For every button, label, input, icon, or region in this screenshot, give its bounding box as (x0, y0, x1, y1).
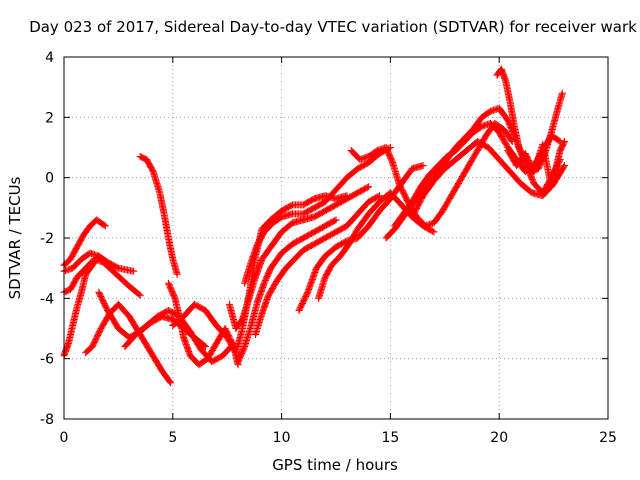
x-tick-label: 25 (599, 430, 617, 446)
data-series-8 (136, 153, 181, 278)
data-point (560, 139, 568, 147)
data-series-14 (251, 192, 384, 339)
data-point (560, 163, 568, 171)
data-point (376, 192, 384, 200)
data-point (95, 252, 103, 260)
axis-ticks: 0 5 10 15 20 25 -8 -6 -4 -2 0 2 4 (40, 50, 617, 446)
data-point (100, 221, 108, 229)
data-point (430, 228, 438, 236)
x-tick-label: 10 (273, 430, 291, 446)
data-point (363, 183, 371, 191)
x-tick-label: 15 (381, 430, 399, 446)
y-tick-label: 4 (45, 50, 54, 66)
data-point (365, 183, 373, 191)
y-tick-label: -6 (40, 352, 54, 368)
data-point (166, 378, 174, 386)
data-series-1 (60, 216, 109, 269)
y-tick-label: -2 (40, 231, 54, 247)
data-point (419, 162, 427, 170)
data-point (135, 290, 143, 298)
x-tick-label: 5 (168, 430, 177, 446)
data-point (136, 291, 144, 299)
data-point (331, 217, 339, 225)
data-point (130, 267, 138, 275)
x-axis-label: GPS time / hours (272, 456, 398, 474)
x-tick-label: 0 (60, 430, 69, 446)
y-tick-label: 2 (45, 110, 54, 126)
data-series-4 (60, 252, 103, 360)
chart-title: Day 023 of 2017, Sidereal Day-to-day VTE… (29, 18, 637, 36)
data-point (101, 222, 109, 230)
data-point (560, 162, 568, 170)
data-point (201, 343, 209, 351)
y-axis-label: SDTVAR / TECUs (6, 176, 24, 299)
data-series-15 (295, 162, 427, 314)
data-point (167, 379, 175, 387)
data-point (173, 270, 181, 278)
x-tick-label: 20 (490, 430, 508, 446)
data-point (287, 202, 295, 210)
data-series-22 (504, 137, 568, 191)
data-point (374, 193, 382, 201)
y-tick-label: -8 (40, 412, 54, 428)
y-tick-label: 0 (45, 171, 54, 187)
data-point (332, 216, 340, 224)
data-marks (60, 65, 568, 387)
data-point (560, 137, 568, 145)
data-point (558, 89, 566, 97)
data-series-20 (408, 137, 568, 221)
y-tick-label: -4 (40, 291, 54, 307)
data-series-11 (225, 183, 373, 332)
data-point (94, 253, 102, 261)
data-series-12 (234, 216, 340, 366)
data-point (555, 137, 563, 145)
grid-lines (64, 57, 608, 419)
data-point (429, 227, 437, 235)
